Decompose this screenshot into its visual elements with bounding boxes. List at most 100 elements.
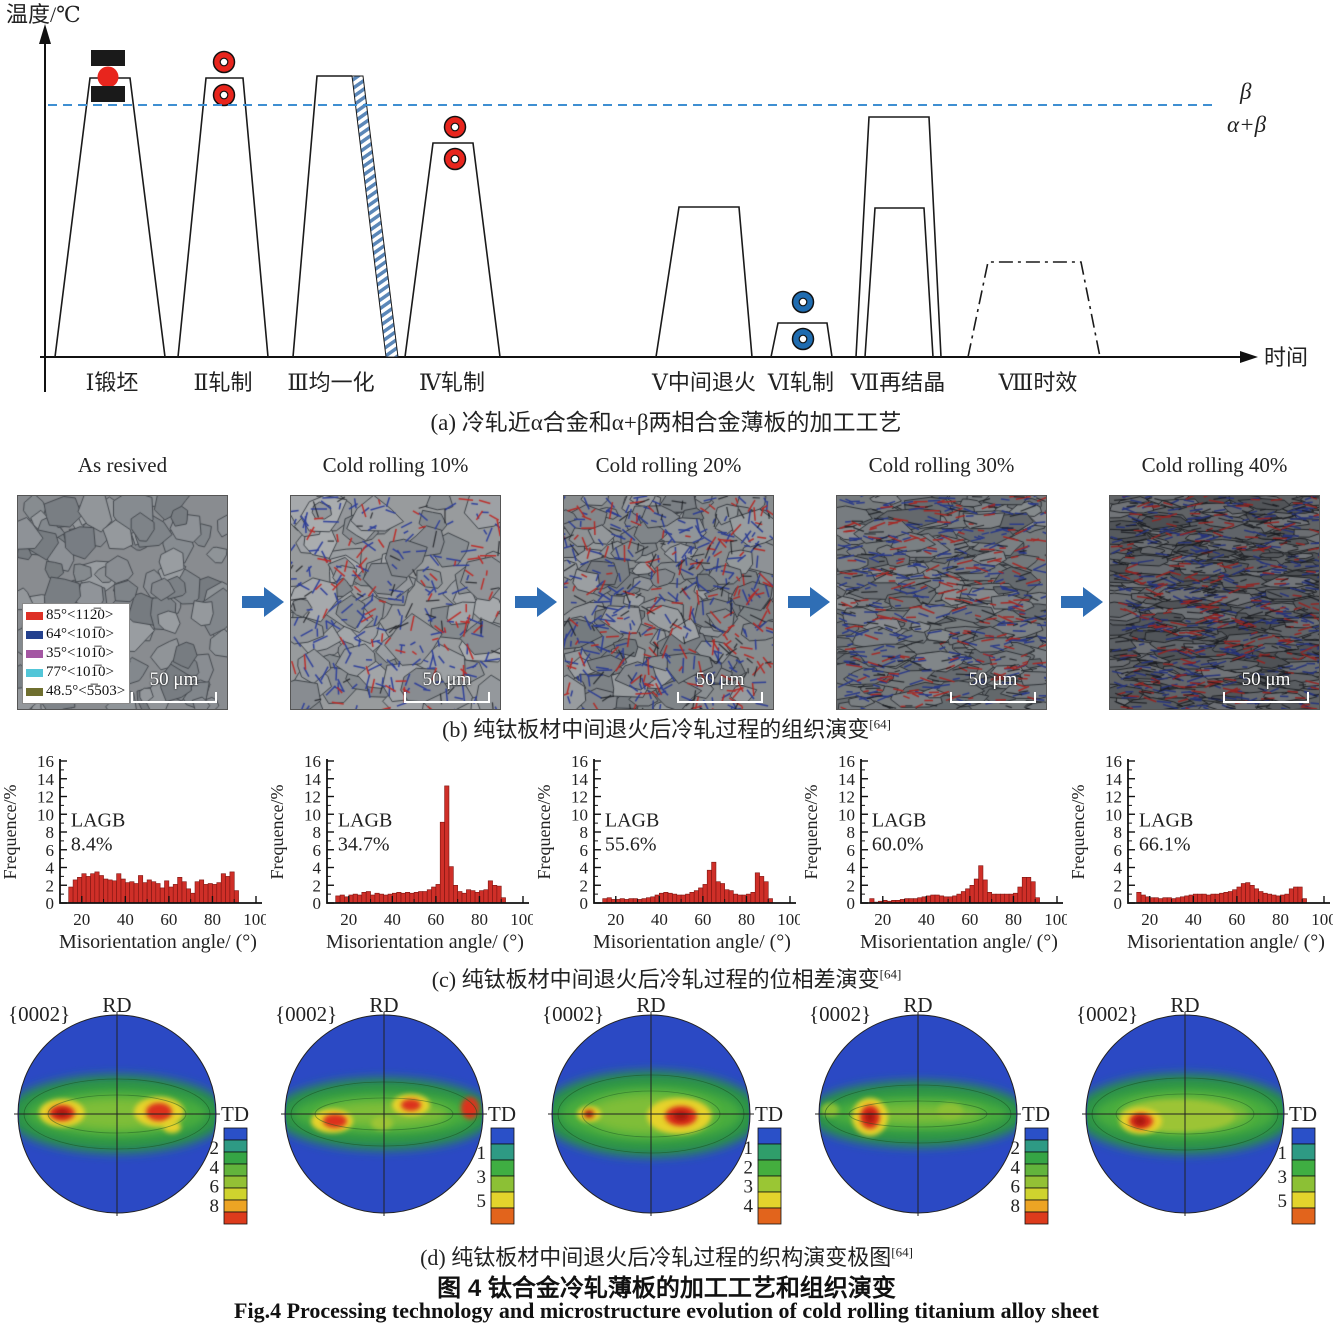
svg-text:40: 40	[918, 910, 935, 929]
svg-text:1: 1	[744, 1138, 754, 1159]
right-arrow-icon	[1061, 587, 1103, 617]
plane-label: {0002}	[542, 1002, 604, 1026]
rd-label: RD	[369, 997, 398, 1017]
svg-text:3: 3	[1278, 1167, 1288, 1188]
scale-bar-label: 50 μm	[1241, 669, 1291, 690]
svg-text:4: 4	[313, 859, 322, 878]
scale-bar-label: 50 μm	[149, 669, 199, 690]
hist-ylabel: Frequence/%	[534, 785, 554, 880]
legend-color-chip	[26, 668, 43, 677]
svg-text:80: 80	[1005, 910, 1022, 929]
hist-bars	[1136, 882, 1307, 904]
boundary-legend: 85°<112̅0> 64°<101̅0> 35°<101̅0> 77°<101…	[22, 603, 131, 704]
svg-text:6: 6	[1011, 1177, 1021, 1198]
scale-bar-label: 50 μm	[968, 669, 1018, 690]
forge-billet-icon	[97, 66, 119, 88]
forge-press-bottom-icon	[91, 86, 125, 102]
svg-text:12: 12	[571, 788, 588, 807]
scale-bar: 50 μm	[404, 669, 490, 703]
stage-4-trapezoid	[404, 142, 501, 358]
stage-1-label: Ⅰ锻坯	[86, 370, 139, 395]
hist-xlabel: Misorientation angle/ (°)	[593, 931, 791, 953]
micrograph-cr10: 50 μm	[290, 495, 501, 710]
lagb-value: 55.6%	[605, 834, 657, 856]
svg-text:40: 40	[651, 910, 668, 929]
svg-text:5: 5	[477, 1191, 487, 1212]
hist-bars	[602, 861, 773, 904]
figure-caption-en: Fig.4 Processing technology and microstr…	[234, 1298, 1099, 1323]
hist-xlabel: Misorientation angle/ (°)	[59, 931, 257, 953]
ebsd-micrograph-image	[837, 496, 1046, 709]
rd-label: RD	[1170, 997, 1199, 1017]
svg-text:4: 4	[1011, 1157, 1021, 1178]
svg-text:12: 12	[838, 788, 855, 807]
svg-text:4: 4	[1114, 859, 1123, 878]
svg-text:6: 6	[313, 841, 322, 860]
micro-title: Cold rolling 20%	[595, 453, 742, 477]
svg-text:80: 80	[1272, 910, 1289, 929]
hist-xlabel: Misorientation angle/ (°)	[1127, 931, 1325, 953]
svg-text:40: 40	[384, 910, 401, 929]
hist-xlabel: Misorientation angle/ (°)	[860, 931, 1058, 953]
rd-label: RD	[903, 997, 932, 1017]
plane-label: {0002}	[1076, 1002, 1138, 1026]
y-axis-label: 温度/℃	[6, 2, 81, 27]
lagb-label: LAGB	[71, 810, 125, 832]
plane-label: {0002}	[809, 1002, 871, 1026]
svg-text:0: 0	[1114, 894, 1123, 913]
panel-b-caption-text: (b) 纯钛板材中间退火后冷轧过程的组织演变	[442, 717, 870, 742]
scale-bar-bracket	[1223, 692, 1309, 703]
pole-figure-colorbar: 1 3 5	[1278, 1127, 1316, 1225]
svg-text:8: 8	[1011, 1196, 1021, 1217]
figure-caption-zh: 图 4 钛合金冷轧薄板的加工工艺和组织演变	[437, 1275, 896, 1302]
svg-text:6: 6	[580, 841, 589, 860]
stage-3-trapezoid	[292, 75, 352, 358]
lagb-label: LAGB	[338, 810, 392, 832]
svg-text:14: 14	[304, 770, 322, 789]
svg-text:2: 2	[580, 876, 589, 895]
pole-figure-4: {0002} RD TD1 3 5	[1076, 997, 1317, 1225]
legend-label: 64°<101̅0>	[46, 626, 114, 642]
td-label: TD	[488, 1102, 516, 1126]
stage-4-label: Ⅳ轧制	[419, 370, 485, 395]
micro-title: Cold rolling 30%	[868, 453, 1015, 477]
panel-c-caption-ref: [64]	[879, 966, 902, 982]
svg-text:2: 2	[1114, 876, 1123, 895]
x-axis-label: 时间	[1264, 345, 1308, 370]
lagb-value: 34.7%	[338, 834, 390, 856]
hist-ylabel: Frequence/%	[801, 785, 821, 880]
svg-text:6: 6	[210, 1177, 220, 1198]
svg-text:2: 2	[210, 1138, 220, 1159]
svg-text:4: 4	[580, 859, 589, 878]
stage-7-trapezoid-outer	[855, 116, 942, 358]
legend-label: 85°<112̅0>	[46, 607, 114, 623]
panel-b-caption: (b) 纯钛板材中间退火后冷轧过程的组织演变[64]	[0, 712, 1333, 744]
hist-ylabel: Frequence/%	[267, 785, 287, 880]
panel-d-caption: (d) 纯钛板材中间退火后冷轧过程的织构演变极图[64]	[0, 1240, 1333, 1272]
td-label: TD	[755, 1102, 783, 1126]
hist-ylabel: Frequence/%	[0, 785, 20, 880]
svg-text:10: 10	[571, 805, 588, 824]
svg-text:14: 14	[37, 770, 55, 789]
svg-text:8: 8	[313, 823, 322, 842]
svg-text:100: 100	[777, 910, 800, 929]
micrograph-cr30: 50 μm	[836, 495, 1047, 710]
svg-text:4: 4	[744, 1196, 754, 1217]
scale-bar: 50 μm	[950, 669, 1036, 703]
svg-text:16: 16	[304, 755, 321, 771]
scale-bar: 50 μm	[677, 669, 763, 703]
micro-column-0: As resived 85°<112̅0> 64°<101̅0> 35°<101…	[17, 453, 228, 710]
panel-b-caption-ref: [64]	[869, 716, 891, 732]
svg-text:100: 100	[1044, 910, 1067, 929]
svg-text:10: 10	[304, 805, 321, 824]
svg-text:1: 1	[1278, 1143, 1288, 1164]
svg-text:80: 80	[471, 910, 488, 929]
scale-bar: 50 μm	[1223, 669, 1309, 703]
panel-c-caption-text: (c) 纯钛板材中间退火后冷轧过程的位相差演变	[431, 967, 880, 992]
svg-text:60: 60	[961, 910, 978, 929]
x-axis-arrow-icon	[1240, 351, 1258, 363]
